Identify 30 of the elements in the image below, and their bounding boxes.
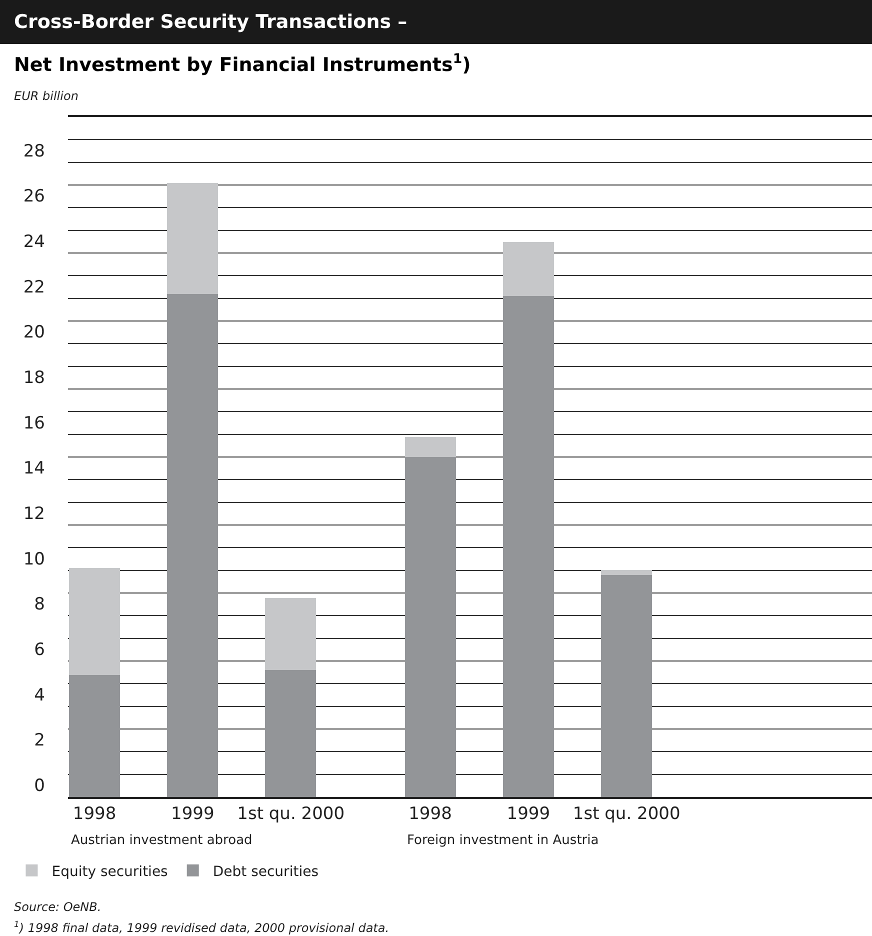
chart-title: Cross-Border Security Transactions – — [14, 11, 408, 33]
y-tick-label: 0 — [34, 776, 45, 796]
chart-subtitle: Net Investment by Financial Instruments$^{1}$) — [14, 52, 471, 76]
y-tick-label: 4 — [34, 685, 45, 706]
y-tick-label: 22 — [23, 277, 45, 298]
y-tick-label: 18 — [23, 368, 45, 388]
x-tick-label: 1st qu. 2000 — [572, 804, 680, 824]
y-tick-label: 2 — [34, 730, 45, 751]
y-tick-label: 10 — [23, 549, 45, 570]
text: Austrian investment abroad — [71, 833, 252, 848]
y-tick-label: 24 — [23, 232, 45, 252]
x-tick-label: 1st qu. 2000 — [237, 804, 345, 824]
y-tick-label: 28 — [23, 141, 45, 162]
text: $^{1}$) 1998 final data, 1999 revidised data, 2000 provisional data. — [14, 919, 390, 936]
source-note: Source: OeNB. — [14, 900, 102, 914]
y-tick-label: 6 — [34, 640, 45, 660]
x-tick-label: 1999 — [171, 804, 214, 824]
x-tick-label: 1999 — [506, 804, 550, 824]
y-tick-label: 14 — [23, 458, 45, 479]
legend-label: Debt securities — [212, 864, 318, 880]
y-axis-title: EUR billion — [14, 89, 78, 103]
legend-label: Equity securities — [52, 864, 168, 880]
y-tick-label: 12 — [23, 504, 45, 524]
y-tick-label: 20 — [23, 322, 45, 343]
x-tick-label: 1998 — [408, 804, 452, 824]
y-tick-label: 16 — [23, 413, 45, 434]
y-tick-label: 8 — [34, 594, 45, 615]
x-tick-label: 1998 — [72, 804, 116, 824]
text: Foreign investment in Austria — [407, 833, 599, 848]
y-tick-label: 26 — [23, 186, 45, 207]
